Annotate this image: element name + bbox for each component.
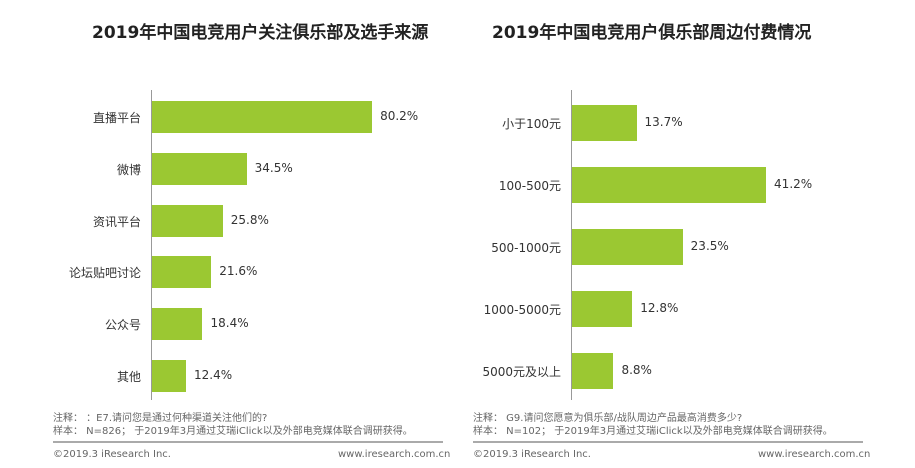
category-label: 资讯平台: [92, 214, 141, 229]
value-label: 18.4%: [210, 316, 249, 331]
divider-left: [53, 441, 443, 443]
value-label: 8.8%: [621, 363, 652, 377]
bar: [152, 308, 203, 341]
bar: [152, 204, 223, 237]
category-label: 论坛贴吧讨论: [68, 266, 141, 281]
chart-title-left: 2019年中国电竞用户关注俱乐部及选手来源: [92, 23, 429, 43]
bar: [152, 101, 373, 133]
copyright-left: ©2019.3 iResearch Inc.: [53, 449, 171, 460]
value-label: 41.2%: [774, 177, 813, 191]
category-label: 公众号: [104, 318, 141, 333]
note-left: 注释： ：E7.请问您是通过何种渠道关注他们的?: [53, 413, 268, 424]
value-label: 21.6%: [219, 264, 258, 279]
axis-left: [151, 90, 152, 400]
copyright-right: ©2019.3 iResearch Inc.: [473, 449, 591, 460]
category-label: 1000-5000元: [483, 303, 561, 317]
value-label: 13.7%: [644, 115, 683, 129]
category-label: 5000元及以上: [482, 365, 561, 379]
value-label: 80.2%: [380, 109, 419, 123]
value-label: 25.8%: [230, 212, 269, 227]
url-right: www.iresearch.com.cn: [758, 449, 871, 460]
value-label: 12.8%: [640, 301, 679, 315]
bar: [572, 105, 637, 141]
category-label: 直播平台: [92, 111, 141, 125]
category-label: 100-500元: [498, 179, 561, 193]
category-label: 其他: [116, 370, 141, 384]
category-label: 小于100元: [502, 117, 561, 131]
chart-title-right: 2019年中国电竞用户俱乐部周边付费情况: [492, 23, 812, 43]
sample-left: 样本： N=826； 于2019年3月通过艾瑞iClick以及外部电竞媒体联合调…: [53, 426, 413, 437]
bar: [152, 152, 247, 185]
axis-right: [571, 90, 572, 400]
sample-right: 样本： N=102； 于2019年3月通过艾瑞iClick以及外部电竞媒体联合调…: [473, 426, 833, 437]
category-label: 500-1000元: [491, 241, 561, 255]
value-label: 12.4%: [194, 368, 233, 382]
divider-right: [473, 441, 863, 443]
note-right: 注释： G9.请问您愿意为俱乐部/战队周边产品最高消费多少?: [473, 413, 743, 424]
bar: [572, 291, 633, 327]
bar: [572, 229, 683, 265]
url-left: www.iresearch.com.cn: [338, 449, 451, 460]
bar: [152, 360, 187, 392]
category-label: 微博: [116, 162, 141, 177]
bar: [152, 256, 212, 289]
bar: [572, 167, 767, 203]
bar: [572, 353, 614, 389]
value-label: 23.5%: [690, 239, 729, 253]
value-label: 34.5%: [254, 160, 293, 175]
